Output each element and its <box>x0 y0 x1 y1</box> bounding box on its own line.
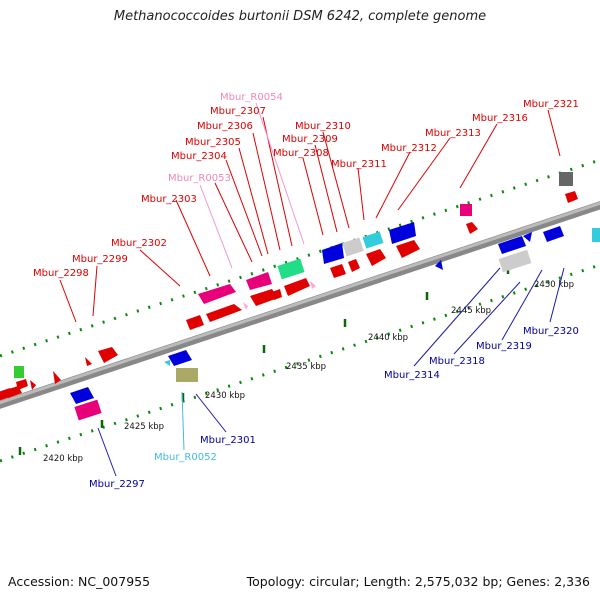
gene-feature <box>348 259 360 272</box>
gene-label[interactable]: Mbur_2316 <box>472 113 528 124</box>
map-title: Methanococcoides burtonii DSM 6242, comp… <box>113 9 487 24</box>
gene-feature <box>14 366 24 378</box>
gene-label[interactable]: Mbur_2299 <box>72 254 128 265</box>
gene-feature <box>592 228 600 242</box>
gene-feature <box>366 249 386 266</box>
gene-feature <box>396 240 420 258</box>
gene-label[interactable]: Mbur_2310 <box>295 121 351 132</box>
gene-label[interactable]: Mbur_R0052 <box>154 452 217 463</box>
gene-feature <box>466 222 478 234</box>
scale-label: 2425 kbp <box>124 422 164 432</box>
accession-label: Accession: NC_007955 <box>8 574 151 589</box>
gene-feature <box>206 304 242 322</box>
gene-feature <box>310 281 316 289</box>
gene-feature <box>565 191 578 203</box>
gene-feature <box>250 289 278 306</box>
gene-feature <box>243 302 248 310</box>
gene-label[interactable]: Mbur_2319 <box>476 341 532 352</box>
gene-label[interactable]: Mbur_2313 <box>425 128 481 139</box>
gene-label[interactable]: Mbur_2318 <box>429 356 485 367</box>
gene-feature <box>272 289 282 300</box>
rna-reverse-leader <box>181 391 185 451</box>
gene-label[interactable]: Mbur_2303 <box>141 194 197 205</box>
reverse-gene-features <box>70 226 600 421</box>
rna-label-leaders <box>199 102 305 269</box>
gene-feature <box>543 226 564 242</box>
gene-feature <box>330 264 346 278</box>
gene-feature <box>435 260 443 270</box>
genome-backbone <box>0 201 600 409</box>
gene-feature <box>342 237 364 257</box>
gene-label[interactable]: Mbur_2308 <box>273 148 329 159</box>
scale-label: 2435 kbp <box>286 362 326 372</box>
gene-feature <box>186 315 204 330</box>
gene-feature <box>98 347 118 363</box>
gene-label[interactable]: Mbur_2321 <box>523 99 579 110</box>
gene-feature <box>284 278 310 296</box>
scale-label: 2430 kbp <box>205 391 245 401</box>
forward-gene-features <box>0 172 578 401</box>
scale-label: 2420 kbp <box>43 454 83 464</box>
gene-feature <box>164 360 170 366</box>
gene-label[interactable]: Mbur_2311 <box>331 159 387 170</box>
reverse-labels: Mbur_2297 Mbur_2301 Mbur_2314 Mbur_2318 … <box>89 326 579 490</box>
gene-feature <box>70 387 94 404</box>
scale-label: 2440 kbp <box>368 333 408 343</box>
genome-summary: Topology: circular; Length: 2,575,032 bp… <box>246 574 590 589</box>
gene-feature <box>85 357 92 366</box>
gene-feature <box>168 350 192 366</box>
gene-label[interactable]: Mbur_2304 <box>171 151 227 162</box>
gene-feature <box>74 399 102 421</box>
forward-label-leaders <box>59 109 561 323</box>
gene-feature <box>460 204 472 216</box>
rna-forward-labels: Mbur_R0053 Mbur_R0054 <box>168 92 283 184</box>
gene-feature <box>523 232 532 242</box>
reverse-label-leaders <box>97 267 565 477</box>
gene-label[interactable]: Mbur_2307 <box>210 106 266 117</box>
gene-label[interactable]: Mbur_2297 <box>89 479 145 490</box>
gene-label[interactable]: Mbur_2314 <box>384 370 440 381</box>
gene-label[interactable]: Mbur_R0053 <box>168 173 231 184</box>
gene-label[interactable]: Mbur_2306 <box>197 121 253 132</box>
gene-feature <box>498 249 532 273</box>
forward-labels: Mbur_2298 Mbur_2299 Mbur_2302 Mbur_2303 … <box>33 99 579 279</box>
gene-label[interactable]: Mbur_2312 <box>381 143 437 154</box>
gene-label[interactable]: Mbur_R0054 <box>220 92 283 103</box>
gene-label[interactable]: Mbur_2309 <box>282 134 338 145</box>
gene-feature <box>498 236 526 254</box>
gene-feature <box>198 284 236 304</box>
gene-feature <box>16 379 28 390</box>
gene-feature <box>559 172 573 186</box>
gene-feature <box>176 368 198 382</box>
gene-label[interactable]: Mbur_2320 <box>523 326 579 337</box>
gene-feature <box>277 258 305 280</box>
gene-feature <box>322 243 344 264</box>
gene-label[interactable]: Mbur_2305 <box>185 137 241 148</box>
gene-feature <box>389 222 416 244</box>
gene-label[interactable]: Mbur_2298 <box>33 268 89 279</box>
gene-feature <box>246 272 272 290</box>
scale-label: 2450 kbp <box>534 280 574 290</box>
rna-reverse-labels: Mbur_R0052 <box>154 452 217 463</box>
gene-feature <box>53 371 61 384</box>
gene-label[interactable]: Mbur_2302 <box>111 238 167 249</box>
gene-feature <box>30 380 36 390</box>
scale-label: 2445 kbp <box>451 306 491 316</box>
gene-label[interactable]: Mbur_2301 <box>200 435 256 446</box>
gene-feature <box>362 231 384 249</box>
